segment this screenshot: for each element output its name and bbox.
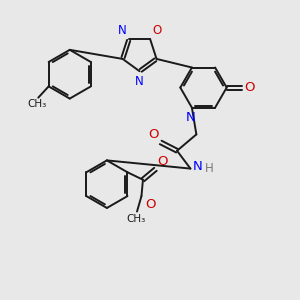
Text: CH₃: CH₃	[27, 99, 46, 109]
Text: N: N	[135, 75, 143, 88]
Text: O: O	[146, 198, 156, 211]
Text: H: H	[205, 162, 213, 175]
Text: O: O	[244, 81, 255, 94]
Text: O: O	[157, 155, 168, 168]
Text: O: O	[152, 25, 162, 38]
Text: N: N	[185, 111, 195, 124]
Text: CH₃: CH₃	[126, 214, 145, 224]
Text: O: O	[148, 128, 158, 141]
Text: N: N	[118, 25, 127, 38]
Text: N: N	[193, 160, 202, 173]
